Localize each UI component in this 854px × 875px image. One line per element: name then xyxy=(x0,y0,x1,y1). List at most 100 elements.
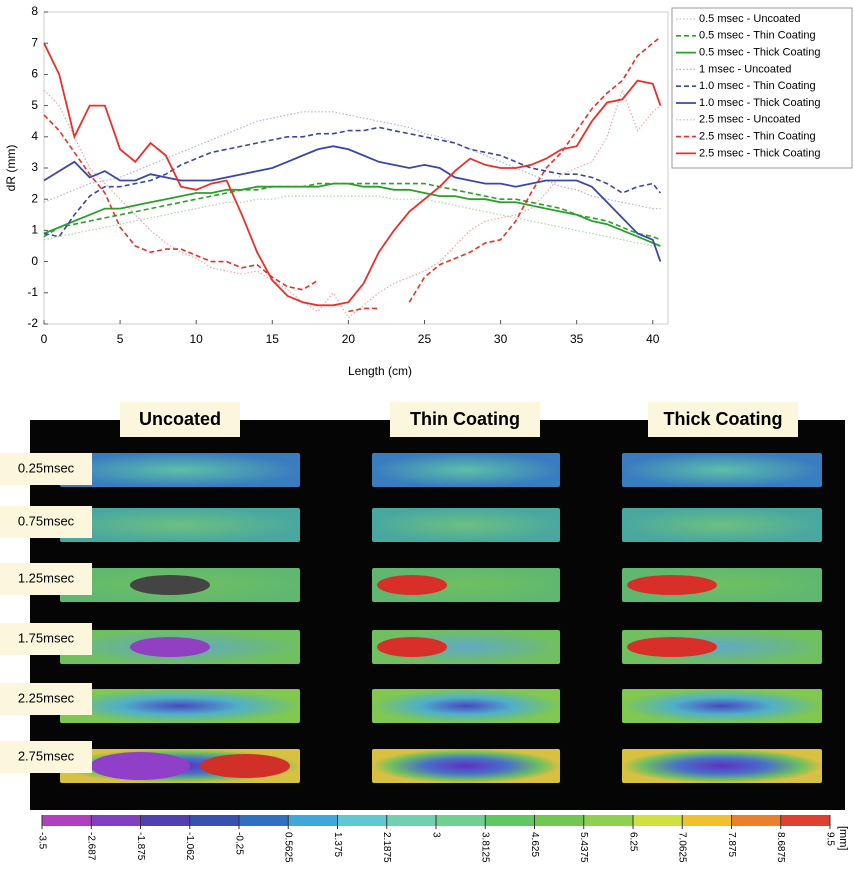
heatmap-blob xyxy=(627,637,717,657)
heatmap-strip xyxy=(372,749,560,783)
series-line xyxy=(43,126,662,238)
y-tick-label: 2 xyxy=(31,191,38,205)
series-line xyxy=(43,36,661,313)
heatmap-strip xyxy=(372,453,560,487)
legend-label: 2.5 msec - Thin Coating xyxy=(699,131,816,143)
x-tick-label: 25 xyxy=(418,332,432,346)
row-label: 0.25msec xyxy=(18,460,75,475)
heatmap-strip xyxy=(60,689,300,723)
colorbar-tick-label: -1.875 xyxy=(135,832,146,861)
colorbar-band xyxy=(239,815,289,826)
colorbar-tick-label: -1.062 xyxy=(184,832,195,861)
heatmap-strip xyxy=(372,508,560,542)
colorbar-tick-label: 3.8125 xyxy=(480,832,491,863)
colorbar-unit: [mm] xyxy=(837,826,849,850)
plot-frame xyxy=(43,11,669,325)
colorbar-band xyxy=(485,815,535,826)
colorbar-tick-label: 8.6875 xyxy=(775,832,786,863)
heatmap-strip xyxy=(622,689,822,723)
colorbar-tick-label: 4.625 xyxy=(529,832,540,857)
column-title-box xyxy=(648,402,798,437)
heatmap-blob xyxy=(90,752,190,780)
heatmap-blob xyxy=(130,575,210,595)
column-title-box xyxy=(120,402,240,437)
colorbar-band xyxy=(42,815,92,826)
row-label: 2.75msec xyxy=(18,748,75,763)
colorbar-tick-label: 7.0625 xyxy=(677,832,688,863)
colorbar-band xyxy=(140,815,190,826)
column-title: Uncoated xyxy=(139,409,221,429)
legend-label: 2.5 msec - Uncoated xyxy=(699,114,801,126)
x-tick-label: 5 xyxy=(117,332,124,346)
colorbar-band xyxy=(189,815,239,826)
row-label-box xyxy=(0,623,92,655)
colorbar-band xyxy=(534,815,584,826)
series-line xyxy=(43,182,661,241)
x-axis-label: Length (cm) xyxy=(348,364,412,378)
legend-label: 1.0 msec - Thick Coating xyxy=(699,97,820,109)
series-line xyxy=(43,145,662,262)
heatmap-strip xyxy=(60,453,300,487)
row-label: 2.25msec xyxy=(18,690,75,705)
colorbar-band xyxy=(337,815,387,826)
series-line xyxy=(43,182,661,247)
row-label: 1.25msec xyxy=(18,570,75,585)
legend-label: 2.5 msec - Thick Coating xyxy=(699,147,820,159)
y-tick-label: 5 xyxy=(31,98,38,112)
colorbar-tick-label: 9.5 xyxy=(824,832,835,846)
heatmap-strip xyxy=(622,749,822,783)
column-title-box xyxy=(390,402,540,437)
colorbar-tick-label: -2.687 xyxy=(86,832,97,861)
y-tick-label: 1 xyxy=(31,223,38,237)
y-tick-label: 3 xyxy=(31,160,38,174)
column-title: Thick Coating xyxy=(663,409,782,429)
colorbar-tick-label: 0.5625 xyxy=(283,832,294,863)
colorbar-tick-label: -0.25 xyxy=(233,832,244,855)
row-label-box xyxy=(0,453,92,485)
colorbar-tick-label: -3.5 xyxy=(36,832,47,850)
y-tick-label: 8 xyxy=(31,4,38,18)
y-tick-label: -2 xyxy=(27,316,38,330)
colorbar-tick-label: 1.375 xyxy=(332,832,343,857)
y-tick-label: 6 xyxy=(31,67,38,81)
x-tick-label: 40 xyxy=(646,332,660,346)
colorbar-band xyxy=(682,815,732,826)
colorbar-tick-label: 6.25 xyxy=(627,832,638,852)
colorbar-tick-label: 5.4375 xyxy=(578,832,589,863)
x-tick-label: 20 xyxy=(342,332,356,346)
heatmap-blob xyxy=(130,637,210,657)
row-label-box xyxy=(0,683,92,715)
y-axis-label: dR (mm) xyxy=(4,145,18,192)
x-tick-label: 30 xyxy=(494,332,508,346)
x-tick-label: 35 xyxy=(570,332,584,346)
legend-label: 0.5 msec - Thin Coating xyxy=(699,30,816,42)
column-title: Thin Coating xyxy=(410,409,520,429)
x-tick-label: 0 xyxy=(41,332,48,346)
colorbar-band xyxy=(583,815,633,826)
colorbar-band xyxy=(436,815,486,826)
colorbar-tick-label: 7.875 xyxy=(726,832,737,857)
legend-box xyxy=(671,7,853,169)
series-line xyxy=(43,88,661,319)
heatmap-blob xyxy=(200,754,290,778)
y-tick-label: 7 xyxy=(31,35,38,49)
y-tick-label: -1 xyxy=(27,285,38,299)
y-tick-label: 0 xyxy=(31,254,38,268)
heatmap-strip xyxy=(372,689,560,723)
heatmap-blob xyxy=(377,575,447,595)
legend-label: 1 msec - Uncoated xyxy=(699,63,791,75)
row-label: 0.75msec xyxy=(18,513,75,528)
heatmap-strip xyxy=(622,453,822,487)
colorbar-band xyxy=(91,815,141,826)
colorbar-tick-label: 2.1875 xyxy=(381,832,392,863)
colorbar-band xyxy=(288,815,338,826)
colorbar-tick-label: 3 xyxy=(430,832,441,838)
row-label-box xyxy=(0,506,92,538)
row-label-box xyxy=(0,741,92,773)
series-line xyxy=(43,195,661,247)
x-tick-label: 10 xyxy=(190,332,204,346)
heatmap-blob xyxy=(627,575,717,595)
colorbar-band xyxy=(633,815,683,826)
colorbar-band xyxy=(780,815,830,826)
